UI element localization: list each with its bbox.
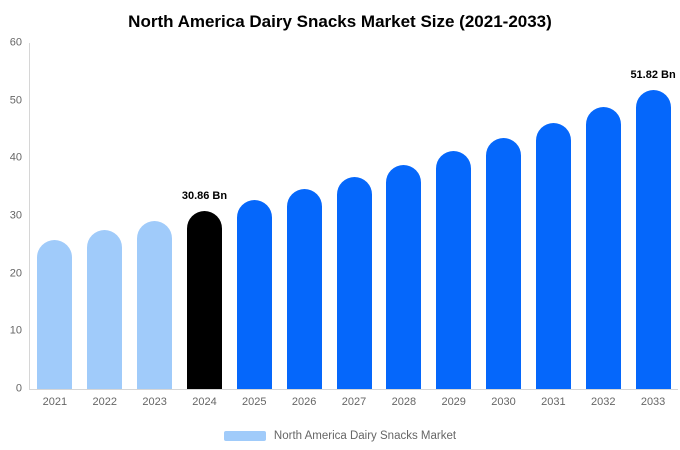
y-tick-label-30: 30 bbox=[9, 209, 22, 222]
bar-2021 bbox=[37, 239, 73, 389]
x-tick-label-2025: 2025 bbox=[242, 396, 267, 408]
bar-2028 bbox=[386, 164, 422, 389]
y-tick-label-60: 60 bbox=[9, 36, 22, 49]
y-tick-label-20: 20 bbox=[9, 267, 22, 280]
x-tick-label-2031: 2031 bbox=[541, 396, 566, 408]
legend-label: North America Dairy Snacks Market bbox=[273, 430, 457, 442]
x-tick-label-2024: 2024 bbox=[192, 396, 217, 408]
x-tick-label-2026: 2026 bbox=[291, 396, 317, 408]
bar-2029 bbox=[436, 151, 472, 389]
x-tick-label-2030: 2030 bbox=[491, 396, 516, 408]
data-label-2024: 30.86 Bn bbox=[181, 190, 228, 203]
x-tick-label-2023: 2023 bbox=[142, 396, 167, 408]
bar-2025 bbox=[236, 200, 272, 389]
y-tick-label-40: 40 bbox=[9, 151, 22, 164]
bar-2023 bbox=[137, 221, 173, 389]
x-tick-label-2029: 2029 bbox=[441, 396, 466, 408]
x-tick-label-2032: 2032 bbox=[590, 396, 616, 408]
bar-2024 bbox=[186, 211, 222, 389]
x-tick-label-2027: 2027 bbox=[341, 396, 367, 408]
bar-2032 bbox=[585, 107, 621, 389]
legend: North America Dairy Snacks Market bbox=[0, 430, 680, 442]
y-axis: 0 10 20 30 40 50 60 bbox=[0, 37, 26, 394]
x-tick-label-2022: 2022 bbox=[92, 396, 118, 408]
data-label-2033: 51.82 Bn bbox=[630, 69, 676, 82]
bar-2031 bbox=[535, 122, 571, 389]
x-tick-label-2028: 2028 bbox=[391, 396, 417, 408]
x-tick-label-2033: 2033 bbox=[640, 396, 666, 408]
legend-swatch-icon bbox=[223, 431, 266, 441]
y-tick-label-0: 0 bbox=[15, 382, 22, 395]
bar-2026 bbox=[286, 189, 322, 389]
x-tick-label-2021: 2021 bbox=[42, 396, 68, 408]
bar-2022 bbox=[87, 230, 123, 389]
bar-2027 bbox=[336, 177, 372, 389]
bar-2033 bbox=[635, 90, 671, 389]
plot-area: 2021 2022 2023 2024 30.86 Bn 2025 2026 2027 2028… bbox=[29, 43, 678, 408]
y-tick-label-10: 10 bbox=[9, 324, 22, 337]
chart-title: North America Dairy Snacks Market Size (… bbox=[128, 12, 552, 31]
bar-2030 bbox=[486, 137, 522, 389]
y-tick-label-50: 50 bbox=[9, 94, 22, 107]
